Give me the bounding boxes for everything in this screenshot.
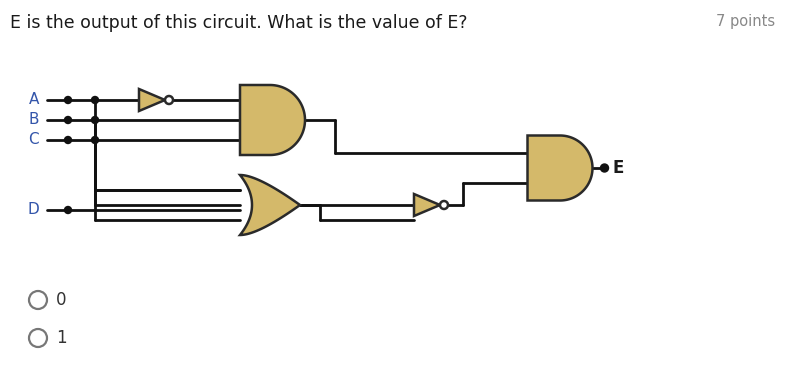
Text: B: B <box>28 113 39 128</box>
Circle shape <box>29 329 47 347</box>
Circle shape <box>65 97 71 104</box>
Text: A: A <box>28 92 39 107</box>
Text: 1: 1 <box>56 329 66 347</box>
Polygon shape <box>528 135 592 201</box>
Polygon shape <box>240 85 305 155</box>
Text: 7 points: 7 points <box>716 14 775 29</box>
Polygon shape <box>240 175 300 235</box>
Text: E is the output of this circuit. What is the value of E?: E is the output of this circuit. What is… <box>10 14 467 32</box>
Circle shape <box>440 201 448 209</box>
Text: E: E <box>612 159 624 177</box>
Circle shape <box>65 206 71 213</box>
Circle shape <box>92 116 99 123</box>
Circle shape <box>600 164 608 172</box>
Circle shape <box>65 116 71 123</box>
Circle shape <box>165 96 173 104</box>
Circle shape <box>92 137 99 144</box>
Polygon shape <box>139 89 165 111</box>
Circle shape <box>92 97 99 104</box>
Circle shape <box>29 291 47 309</box>
Text: 0: 0 <box>56 291 66 309</box>
Text: C: C <box>28 132 39 147</box>
Circle shape <box>65 137 71 144</box>
Polygon shape <box>414 194 440 216</box>
Text: D: D <box>27 203 39 218</box>
